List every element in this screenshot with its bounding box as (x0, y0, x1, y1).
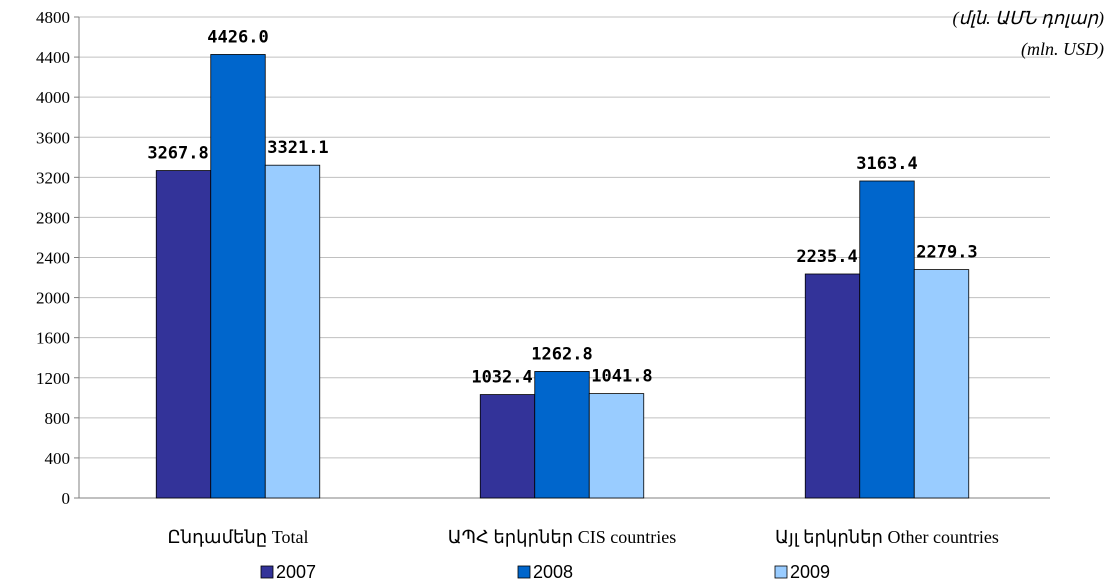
y-tick-label: 4400 (36, 48, 70, 67)
data-label: 1032.4 (471, 368, 532, 388)
data-label: 2235.4 (796, 247, 857, 267)
x-category-label: Ընդամենը Total (168, 527, 309, 547)
unit-label-english: (mln. USD) (1021, 39, 1104, 60)
legend-label: 2009 (790, 562, 830, 582)
y-tick-label: 1200 (36, 369, 70, 388)
unit-label-armenian: (մլն. ԱՄՆ դոլար) (952, 8, 1104, 29)
legend-label: 2007 (276, 562, 316, 582)
bar-2009 (913, 269, 970, 499)
bar-2007 (155, 170, 212, 499)
bars (155, 54, 970, 499)
bar-2008 (859, 180, 915, 499)
y-tick-label: 400 (45, 449, 71, 468)
y-axis-ticks: 0 400 800 1200 1600 2000 2400 2800 3200 3600 4000 4… (36, 8, 70, 508)
data-label: 3267.8 (147, 144, 208, 164)
y-tick-label: 4000 (36, 88, 70, 107)
y-tick-label: 2800 (36, 208, 70, 227)
data-label: 3163.4 (856, 154, 917, 174)
legend-swatch-2009 (774, 565, 788, 579)
x-category-label: Այլ երկրներ Other countries (775, 527, 999, 547)
bar-2008 (210, 54, 266, 499)
bar-2009 (264, 164, 321, 499)
y-tick-label: 800 (45, 409, 71, 428)
data-label: 4426.0 (207, 27, 268, 47)
data-label: 1262.8 (531, 344, 592, 364)
x-category-label: ԱՊՀ երկրներ CIS countries (448, 527, 676, 547)
y-tick-label: 0 (62, 489, 71, 508)
data-label: 2279.3 (916, 243, 977, 263)
data-label: 3321.1 (267, 138, 328, 158)
bar-2008 (534, 371, 590, 499)
y-tick-label: 2400 (36, 249, 70, 268)
data-labels: 3267.8 4426.0 3321.1 1032.4 1262.8 1041.8 2235… (147, 27, 977, 387)
legend-swatch-2007 (260, 565, 274, 579)
legend-label: 2008 (533, 562, 573, 582)
y-tick-label: 3600 (36, 128, 70, 147)
x-axis-categories: Ընդամենը Total ԱՊՀ երկրներ CIS countries Ա… (168, 527, 999, 547)
legend-swatch-2008 (517, 565, 531, 579)
y-tick-label: 4800 (36, 8, 70, 27)
data-label: 1041.8 (591, 367, 652, 387)
bar-2009 (588, 393, 645, 499)
legend: 2007 2008 2009 (260, 562, 830, 582)
y-tick-label: 3200 (36, 168, 70, 187)
bar-2007 (804, 273, 861, 499)
y-tick-label: 2000 (36, 289, 70, 308)
bar-2007 (479, 394, 536, 499)
y-tick-label: 1600 (36, 329, 70, 348)
